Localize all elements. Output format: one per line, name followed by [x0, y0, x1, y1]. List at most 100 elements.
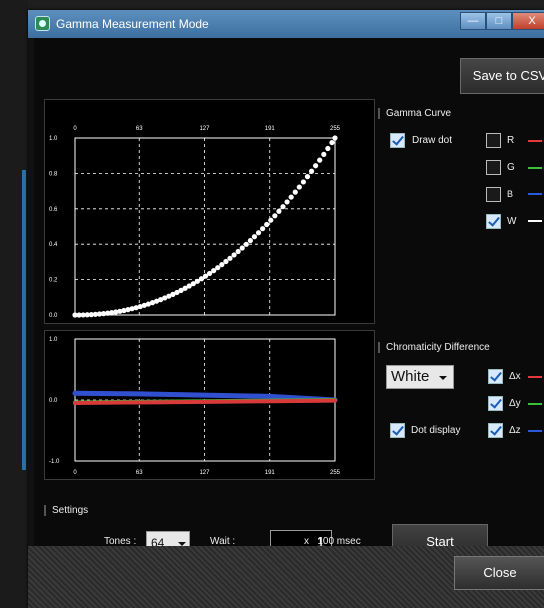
gamma-data-point	[141, 302, 147, 308]
y-tick-label: 0.2	[49, 278, 58, 284]
gamma-data-point	[235, 248, 241, 255]
wait-label: Wait :	[210, 536, 236, 547]
chroma-series-line	[72, 390, 338, 403]
y-tick-label: 0.0	[49, 313, 58, 319]
delta-z-label: Δz	[509, 425, 521, 436]
gamma-data-point	[129, 306, 135, 312]
gamma-data-point	[190, 281, 196, 287]
y-tick-label: -1.0	[49, 459, 60, 465]
gamma-data-point	[251, 234, 258, 240]
gamma-data-point	[125, 307, 131, 313]
x-tick-label: 0	[73, 126, 77, 132]
gamma-data-point	[121, 307, 127, 314]
minimize-button[interactable]: —	[460, 12, 486, 30]
gamma-data-point	[76, 312, 82, 318]
channel-b-checkbox[interactable]	[486, 187, 501, 202]
chroma-series-line	[73, 398, 337, 406]
gamma-data-point	[211, 268, 217, 274]
chromaticity-difference-label: Chromaticity Difference	[378, 342, 490, 353]
gamma-data-point	[272, 213, 278, 219]
gamma-data-point	[215, 265, 221, 271]
settings-label: Settings	[44, 505, 88, 516]
color-select-dropdown[interactable]: White	[386, 365, 454, 389]
color-select-value: White	[391, 368, 430, 385]
gamma-data-point	[88, 311, 94, 318]
gamma-data-point	[100, 311, 107, 317]
gamma-data-point	[109, 310, 115, 316]
gamma-data-point	[332, 135, 338, 141]
gamma-data-point	[308, 168, 315, 174]
gamma-data-point	[96, 311, 103, 317]
y-tick-label: 1.0	[49, 136, 58, 142]
gamma-data-point	[264, 221, 270, 228]
chevron-down-icon	[439, 376, 447, 380]
x-tick-label: 255	[330, 470, 341, 476]
channel-g-swatch	[528, 167, 542, 169]
gamma-data-point	[329, 139, 335, 146]
gamma-data-point	[133, 305, 139, 311]
x-tick-label: 63	[136, 126, 143, 132]
y-tick-label: 0.4	[49, 242, 58, 248]
gamma-data-point	[92, 311, 98, 317]
x-tick-label: 0	[73, 470, 77, 476]
channel-b-swatch	[528, 193, 542, 195]
channel-g-checkbox[interactable]	[486, 160, 501, 175]
gamma-data-point	[202, 273, 209, 279]
gamma-data-point	[317, 157, 323, 163]
gamma-data-point	[170, 291, 176, 297]
gamma-data-point	[276, 208, 282, 214]
delta-z-checkbox[interactable]	[488, 423, 503, 438]
gamma-data-point	[162, 295, 168, 301]
gamma-data-point	[198, 276, 205, 282]
delta-y-checkbox[interactable]	[488, 396, 503, 411]
draw-dot-label: Draw dot	[412, 135, 453, 146]
channel-w-checkbox[interactable]	[486, 214, 501, 229]
gamma-chart-panel: 0 63 127 191 255 1.0 0.8 0.6 0.4 0.2 0.0	[44, 99, 375, 324]
channel-r-label: R	[507, 135, 515, 146]
gamma-data-point	[321, 151, 327, 157]
y-tick-label: 0.6	[49, 207, 58, 213]
window-body: Save to CSV 0 63 127 191 255 1.0 0.8 0.6 0.4 0.2 0…	[34, 38, 544, 574]
channel-w-label: W	[507, 216, 517, 227]
window-title: Gamma Measurement Mode	[56, 17, 209, 31]
gamma-data-point	[284, 199, 290, 205]
x-tick-label: 127	[199, 470, 210, 476]
chevron-down-icon	[178, 542, 186, 546]
gamma-data-point	[231, 252, 237, 258]
gamma-data-point	[149, 300, 156, 306]
chromaticity-difference-chart: 0 63 127 191 255 1.0 0.0 -1.0	[49, 337, 341, 476]
window-close-button[interactable]: X	[512, 12, 544, 30]
save-to-csv-button[interactable]: Save to CSV	[460, 58, 544, 94]
wait-unit-label: x 100 msec	[304, 536, 361, 547]
delta-x-label: Δx	[509, 371, 521, 382]
gamma-data-point	[105, 310, 111, 316]
channel-w-swatch	[528, 220, 542, 222]
tones-label: Tones :	[104, 536, 137, 547]
gamma-data-point	[174, 289, 180, 296]
gamma-measurement-window: Gamma Measurement Mode — □ X Save to CSV…	[28, 10, 544, 608]
close-button[interactable]: Close	[454, 556, 544, 590]
gamma-data-point	[313, 163, 319, 169]
gamma-data-point	[280, 204, 286, 210]
gamma-data-point	[117, 308, 123, 314]
gamma-data-point	[268, 217, 274, 223]
maximize-button[interactable]: □	[486, 12, 512, 30]
dot-display-checkbox[interactable]	[390, 423, 405, 438]
plot-frame	[74, 137, 336, 316]
x-tick-label: 255	[330, 126, 341, 132]
gamma-data-point	[239, 245, 245, 251]
y-tick-label: 0.0	[49, 398, 58, 404]
y-tick-label: 1.0	[49, 337, 58, 343]
channel-b-label: B	[507, 189, 514, 199]
gamma-data-point	[182, 285, 188, 291]
draw-dot-checkbox[interactable]	[390, 133, 405, 148]
channel-r-swatch	[528, 140, 542, 142]
title-bar[interactable]: Gamma Measurement Mode — □ X	[28, 10, 544, 38]
delta-x-checkbox[interactable]	[488, 369, 503, 384]
channel-r-checkbox[interactable]	[486, 133, 501, 148]
gamma-data-point	[186, 283, 192, 289]
gamma-data-point	[137, 303, 143, 310]
gamma-data-point	[158, 297, 164, 303]
delta-x-swatch	[528, 376, 542, 378]
x-tick-label: 63	[136, 470, 143, 476]
